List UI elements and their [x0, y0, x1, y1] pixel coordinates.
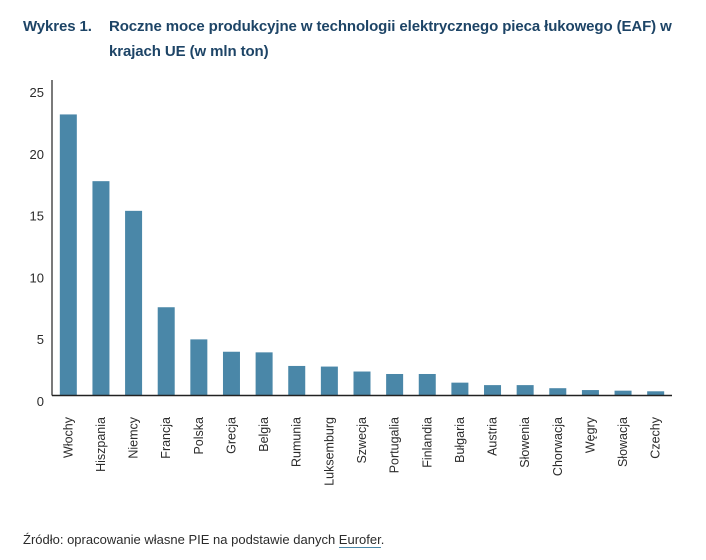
bar-portugalia: [386, 373, 404, 395]
bar-luksemburg: [320, 366, 338, 395]
source-text: Źródło: opracowanie własne PIE na podsta…: [23, 532, 339, 547]
x-tick-label-włochy: Włochy: [61, 416, 75, 458]
bar-bułgaria: [451, 382, 469, 395]
bar-austria: [484, 385, 502, 395]
x-tick-label-rumunia: Rumunia: [290, 417, 304, 467]
x-tick-label-węgry: Węgry: [583, 416, 597, 453]
x-tick-label-bułgaria: Bułgaria: [453, 417, 467, 463]
y-tick-label-10: 10: [30, 270, 44, 285]
bar-rumunia: [288, 365, 306, 395]
bar-grecja: [222, 351, 240, 395]
bar-chorwacja: [549, 388, 567, 395]
bar-słowenia: [516, 385, 534, 395]
x-tick-label-hiszpania: Hiszpania: [94, 417, 108, 472]
x-tick-label-belgia: Belgia: [257, 417, 271, 452]
bar-niemcy: [125, 210, 143, 395]
x-tick-label-francja: Francja: [159, 417, 173, 459]
x-tick-label-portugalia: Portugalia: [388, 417, 402, 473]
x-tick-label-czechy: Czechy: [649, 416, 663, 458]
bar-czechy: [647, 391, 665, 395]
bar-włochy: [59, 114, 77, 396]
y-tick-label-5: 5: [37, 332, 44, 347]
x-tick-label-chorwacja: Chorwacja: [551, 417, 565, 476]
figure-number: Wykres 1.: [23, 18, 92, 35]
source-suffix: .: [380, 532, 385, 547]
x-tick-label-grecja: Grecja: [224, 417, 238, 454]
x-tick-label-słowenia: Słowenia: [518, 417, 532, 468]
x-tick-label-austria: Austria: [486, 417, 500, 456]
bar-finlandia: [418, 373, 436, 395]
bar-chart: 0 5 10 15 20 25 Włochy Hiszpania Niemcy Francja Po…: [30, 80, 672, 486]
x-tick-label-polska: Polska: [192, 417, 206, 455]
y-tick-label-15: 15: [30, 209, 44, 224]
x-tick-label-słowacja: Słowacja: [616, 417, 630, 467]
x-tick-label-finlandia: Finlandia: [420, 417, 434, 468]
y-tick-label-20: 20: [30, 147, 44, 162]
bar-słowacja: [614, 390, 632, 395]
bar-belgia: [255, 352, 273, 395]
bar-hiszpania: [92, 181, 110, 395]
y-tick-label-25: 25: [30, 85, 44, 100]
bar-polska: [190, 339, 208, 395]
bar-szwecja: [353, 371, 371, 395]
source-link-eurofer[interactable]: Eurofer: [338, 532, 381, 548]
x-tick-label-luksemburg: Luksemburg: [322, 417, 336, 486]
x-tick-label-niemcy: Niemcy: [127, 416, 141, 458]
x-tick-label-szwecja: Szwecja: [355, 417, 369, 464]
bar-francja: [157, 307, 175, 395]
bar-węgry: [581, 390, 599, 395]
y-tick-label-0: 0: [37, 394, 44, 409]
chart-title: Roczne moce produkcyjne w technologii el…: [109, 18, 672, 60]
source-note: Źródło: opracowanie własne PIE na podsta…: [23, 532, 385, 548]
